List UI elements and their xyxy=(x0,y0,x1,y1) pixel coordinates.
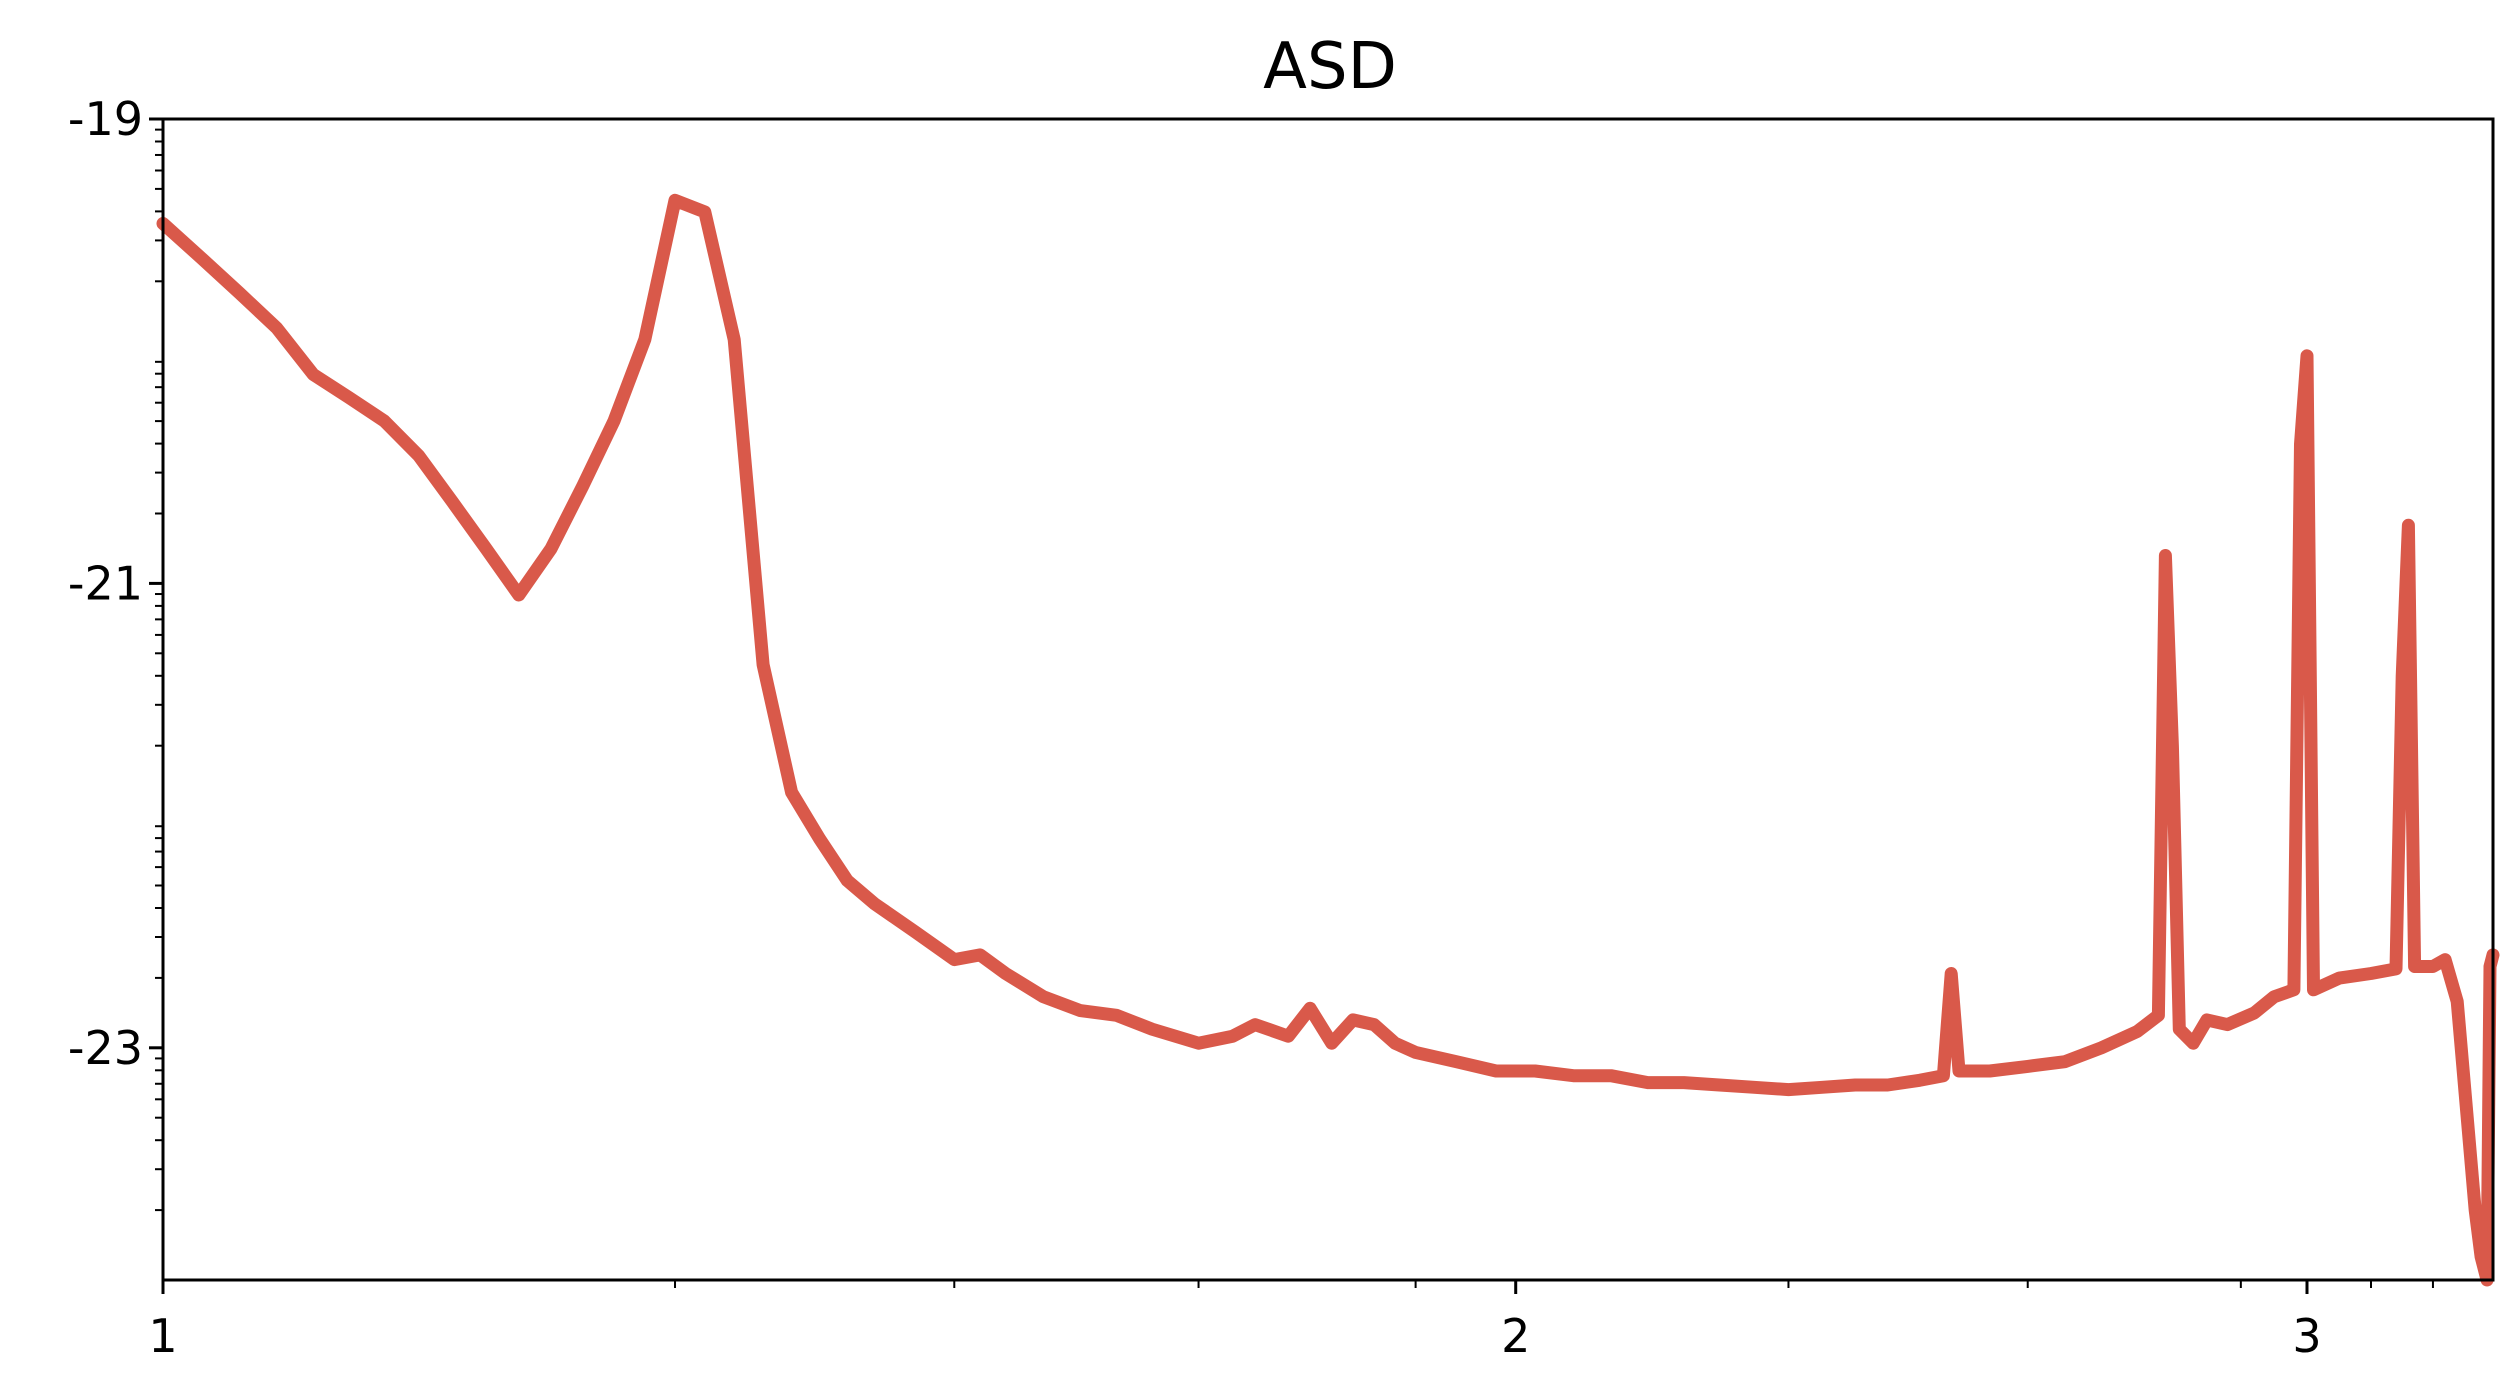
chart-title: ASD xyxy=(1263,30,1397,104)
y-tick-label: -21 xyxy=(68,556,143,610)
minor-ticks xyxy=(155,128,2434,1288)
major-ticks xyxy=(149,117,2309,1294)
y-tick-label: -23 xyxy=(68,1021,143,1075)
x-tick-label: 1 xyxy=(148,1309,177,1363)
x-tick-label: 2 xyxy=(1501,1309,1530,1363)
y-tick-label: -19 xyxy=(68,92,143,146)
x-tick-label: 3 xyxy=(2292,1309,2321,1363)
plot-frame xyxy=(161,117,2495,1282)
asd-series-line xyxy=(156,193,2500,1287)
tick-labels: 1 2 3 -19 -21 -23 xyxy=(68,92,2322,1363)
